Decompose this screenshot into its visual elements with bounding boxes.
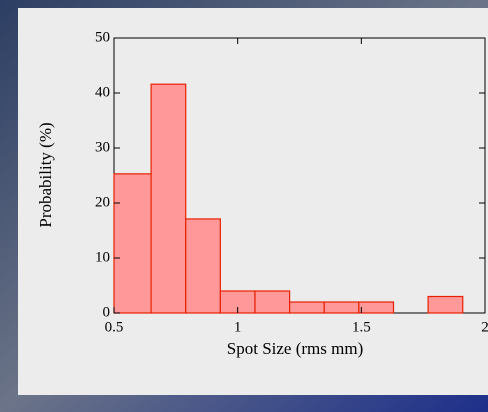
bar bbox=[185, 218, 221, 314]
bar bbox=[113, 173, 152, 314]
x-tick-label: 1 bbox=[234, 319, 242, 335]
bar bbox=[289, 301, 325, 314]
y-axis-title: Probability (%) bbox=[36, 122, 55, 227]
y-tick-label: 20 bbox=[95, 194, 110, 210]
y-tick-label: 40 bbox=[95, 84, 110, 100]
bar bbox=[358, 301, 395, 314]
x-tick-label: 2 bbox=[481, 319, 488, 335]
x-tick-label: 1.5 bbox=[352, 319, 371, 335]
y-tick-label: 0 bbox=[103, 304, 111, 320]
bar bbox=[323, 301, 360, 314]
bar bbox=[427, 295, 464, 314]
y-tick-label: 10 bbox=[95, 249, 110, 265]
y-tick-label: 30 bbox=[95, 139, 110, 155]
x-axis-title: Spot Size (rms mm) bbox=[227, 339, 363, 358]
bar bbox=[254, 290, 291, 314]
y-tick-label: 50 bbox=[95, 29, 110, 45]
bar bbox=[150, 83, 187, 314]
panel bbox=[18, 8, 488, 395]
x-tick-label: 0.5 bbox=[105, 319, 124, 335]
